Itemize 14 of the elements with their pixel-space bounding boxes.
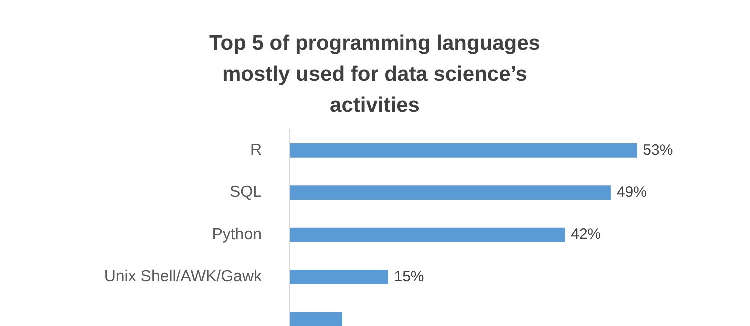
y-tick-label: SQL	[230, 184, 262, 202]
data-label: 49%	[616, 184, 647, 201]
bar	[290, 228, 566, 242]
chart-title: Top 5 of programming languages mostly used for data science’s activities	[208, 31, 542, 119]
bar	[290, 270, 388, 284]
data-label: 53%	[643, 142, 674, 159]
data-label: 42%	[571, 226, 602, 244]
y-tick-label: R	[250, 142, 262, 160]
bar	[290, 144, 638, 158]
y-tick-label: Unix Shell/AWK/Gawk	[104, 268, 263, 286]
bar	[290, 186, 611, 200]
data-label: 15%	[394, 268, 424, 286]
bar	[290, 312, 342, 326]
y-tick-label: Python	[212, 226, 262, 244]
